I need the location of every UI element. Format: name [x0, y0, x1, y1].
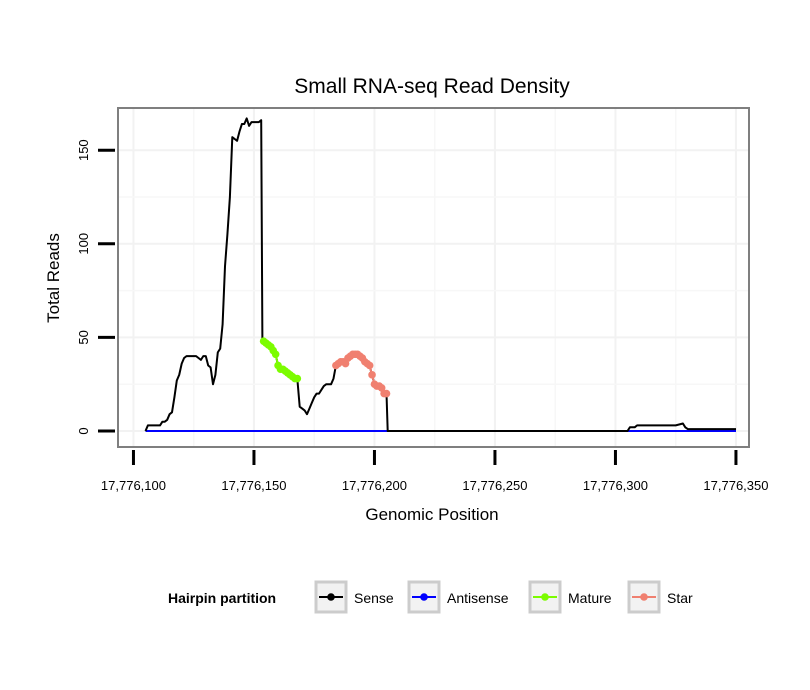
- legend: Hairpin partition Sense Antisense Mature St…: [168, 580, 693, 614]
- x-tick-label: 17,776,100: [101, 478, 166, 493]
- legend-item-antisense: Antisense: [407, 580, 509, 614]
- x-tick-label: 17,776,350: [703, 478, 768, 493]
- x-tick-label: 17,776,150: [221, 478, 286, 493]
- series-layer: [144, 117, 736, 432]
- data-point-star: [368, 371, 376, 379]
- y-tick-label: 150: [76, 139, 91, 161]
- series-star: [332, 350, 391, 398]
- legend-key-point: [640, 593, 648, 601]
- x-axis: 17,776,100 17,776,150 17,776,200 17,776,250…: [101, 450, 768, 493]
- data-point-mature: [271, 350, 280, 359]
- data-point-star: [365, 361, 374, 370]
- legend-key-point: [541, 593, 549, 601]
- legend-item-sense: Sense: [314, 580, 394, 614]
- data-point-mature: [293, 374, 302, 383]
- legend-title: Hairpin partition: [168, 590, 276, 606]
- plot-panel: [117, 107, 750, 448]
- x-axis-title: Genomic Position: [365, 505, 498, 524]
- y-axis-title: Total Reads: [44, 233, 63, 323]
- y-axis: 0 50 100 150: [76, 139, 115, 435]
- y-tick-label: 0: [76, 427, 91, 434]
- y-tick-label: 100: [76, 233, 91, 255]
- x-tick-label: 17,776,200: [342, 478, 407, 493]
- grid: [119, 109, 748, 446]
- x-tick-label: 17,776,300: [583, 478, 648, 493]
- legend-label-star: Star: [667, 590, 693, 606]
- series-mature: [259, 337, 302, 383]
- legend-label-antisense: Antisense: [447, 590, 509, 606]
- legend-key-point: [420, 593, 428, 601]
- legend-key-point: [327, 593, 335, 601]
- legend-label-sense: Sense: [354, 590, 394, 606]
- x-tick-label: 17,776,250: [462, 478, 527, 493]
- y-tick-label: 50: [76, 330, 91, 344]
- chart-title: Small RNA-seq Read Density: [294, 75, 570, 98]
- data-point-star: [382, 389, 391, 398]
- legend-label-mature: Mature: [568, 590, 612, 606]
- legend-item-star: Star: [627, 580, 693, 614]
- legend-item-mature: Mature: [528, 580, 612, 614]
